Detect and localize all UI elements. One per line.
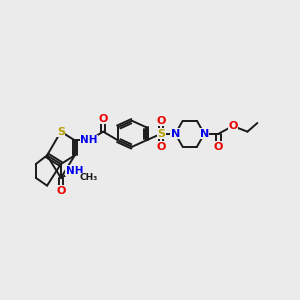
Text: N: N bbox=[171, 129, 180, 139]
Text: NH: NH bbox=[66, 166, 83, 176]
Text: O: O bbox=[228, 121, 237, 131]
Text: S: S bbox=[157, 129, 165, 139]
Text: NH: NH bbox=[80, 135, 98, 145]
Text: O: O bbox=[156, 116, 166, 126]
Text: O: O bbox=[98, 114, 108, 124]
Text: S: S bbox=[57, 127, 65, 136]
Text: O: O bbox=[214, 142, 223, 152]
Text: O: O bbox=[156, 142, 166, 152]
Text: O: O bbox=[56, 186, 66, 196]
Text: N: N bbox=[200, 129, 209, 139]
Text: CH₃: CH₃ bbox=[80, 173, 98, 182]
